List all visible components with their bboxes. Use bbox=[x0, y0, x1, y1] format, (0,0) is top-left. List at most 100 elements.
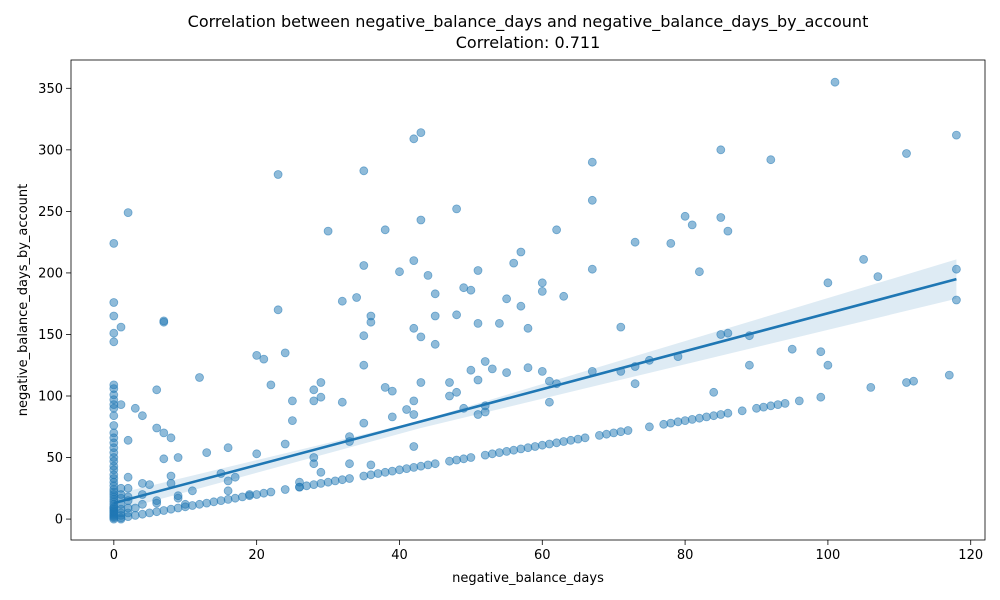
scatter-point bbox=[323, 477, 333, 487]
scatter-point bbox=[680, 416, 690, 426]
scatter-point bbox=[702, 412, 711, 422]
scatter-point bbox=[130, 511, 140, 520]
scatter-point bbox=[230, 493, 240, 503]
scatter-point bbox=[109, 411, 119, 421]
scatter-point bbox=[152, 423, 162, 433]
scatter-point bbox=[166, 504, 176, 514]
scatter-point bbox=[137, 411, 147, 421]
scatter-point bbox=[480, 357, 490, 366]
scatter-point bbox=[716, 330, 726, 339]
y-tick-label: 50 bbox=[46, 451, 63, 466]
scatter-point bbox=[523, 323, 533, 333]
scatter-point bbox=[409, 410, 419, 419]
plot-area bbox=[109, 77, 961, 524]
scatter-point bbox=[287, 396, 297, 406]
scatter-point bbox=[466, 285, 476, 295]
chart-title: Correlation between negative_balance_day… bbox=[188, 12, 869, 32]
y-tick-label: 350 bbox=[38, 82, 63, 97]
scatter-point bbox=[902, 378, 911, 387]
scatter-point bbox=[687, 414, 697, 424]
scatter-point bbox=[402, 464, 412, 474]
scatter-point bbox=[523, 443, 533, 453]
scatter-point bbox=[166, 433, 176, 443]
scatter-point bbox=[630, 237, 640, 247]
scatter-point bbox=[159, 428, 169, 438]
scatter-point bbox=[902, 149, 911, 158]
scatter-point bbox=[309, 385, 319, 395]
scatter-point bbox=[502, 294, 512, 304]
scatter-point bbox=[223, 494, 233, 504]
scatter-point bbox=[416, 461, 426, 471]
scatter-point bbox=[159, 454, 169, 464]
scatter-point bbox=[573, 434, 583, 444]
scatter-point bbox=[366, 311, 376, 321]
scatter-point bbox=[752, 403, 761, 413]
scatter-point bbox=[537, 366, 547, 376]
scatter-point bbox=[709, 411, 719, 421]
scatter-point bbox=[309, 480, 319, 490]
scatter-point bbox=[466, 365, 476, 375]
x-tick-label: 20 bbox=[248, 548, 265, 563]
scatter-point bbox=[723, 328, 733, 338]
scatter-point bbox=[866, 382, 876, 392]
scatter-point bbox=[202, 448, 212, 458]
regression-line bbox=[113, 277, 957, 505]
scatter-point bbox=[395, 465, 404, 475]
scatter-point bbox=[137, 509, 147, 519]
scatter-point bbox=[159, 316, 169, 326]
scatter-point bbox=[430, 289, 440, 299]
scatter-point bbox=[273, 170, 283, 179]
scatter-point bbox=[716, 213, 726, 222]
scatter-point bbox=[709, 387, 719, 397]
scatter-point bbox=[566, 435, 576, 445]
scatter-point bbox=[873, 272, 883, 282]
scatter-point bbox=[609, 428, 619, 438]
scatter-point bbox=[280, 348, 290, 358]
y-tick-label: 250 bbox=[38, 205, 63, 220]
scatter-point bbox=[380, 225, 390, 235]
scatter-point bbox=[516, 247, 526, 257]
scatter-point bbox=[773, 400, 783, 410]
scatter-point bbox=[430, 339, 440, 349]
scatter-point bbox=[123, 483, 133, 493]
scatter-point bbox=[137, 499, 147, 509]
scatter-point bbox=[537, 286, 547, 296]
scatter-point bbox=[480, 450, 490, 460]
scatter-point bbox=[223, 443, 233, 453]
scatter-point bbox=[416, 128, 426, 138]
scatter-point bbox=[337, 475, 347, 485]
scatter-point bbox=[494, 318, 504, 328]
x-tick-label: 100 bbox=[815, 548, 840, 563]
scatter-point bbox=[473, 266, 483, 275]
scatter-point bbox=[252, 490, 262, 499]
scatter-point bbox=[216, 496, 226, 506]
scatter-point bbox=[409, 442, 419, 451]
scatter-point bbox=[123, 435, 133, 445]
scatter-point bbox=[109, 421, 119, 430]
y-tick-label: 100 bbox=[38, 390, 63, 405]
scatter-point bbox=[680, 211, 690, 221]
scatter-point bbox=[259, 354, 269, 364]
scatter-point bbox=[152, 507, 162, 517]
scatter-point bbox=[109, 380, 119, 390]
scatter-point bbox=[359, 166, 369, 176]
scatter-point bbox=[109, 298, 119, 307]
scatter-point bbox=[452, 310, 462, 320]
scatter-point bbox=[166, 471, 176, 481]
scatter-point bbox=[145, 508, 154, 518]
scatter-point bbox=[695, 267, 704, 277]
scatter-point bbox=[552, 438, 561, 448]
scatter-point bbox=[223, 476, 233, 486]
scatter-point bbox=[352, 293, 362, 302]
scatter-point bbox=[552, 225, 561, 235]
scatter-point bbox=[602, 429, 611, 439]
scatter-point bbox=[909, 376, 918, 386]
scatter-point bbox=[123, 472, 133, 482]
scatter-point bbox=[766, 155, 776, 165]
scatter-point bbox=[223, 486, 233, 496]
scatter-point bbox=[595, 430, 604, 440]
scatter-point bbox=[180, 499, 190, 509]
scatter-point bbox=[659, 419, 669, 429]
scatter-point bbox=[952, 264, 961, 274]
scatter-point bbox=[745, 360, 754, 370]
